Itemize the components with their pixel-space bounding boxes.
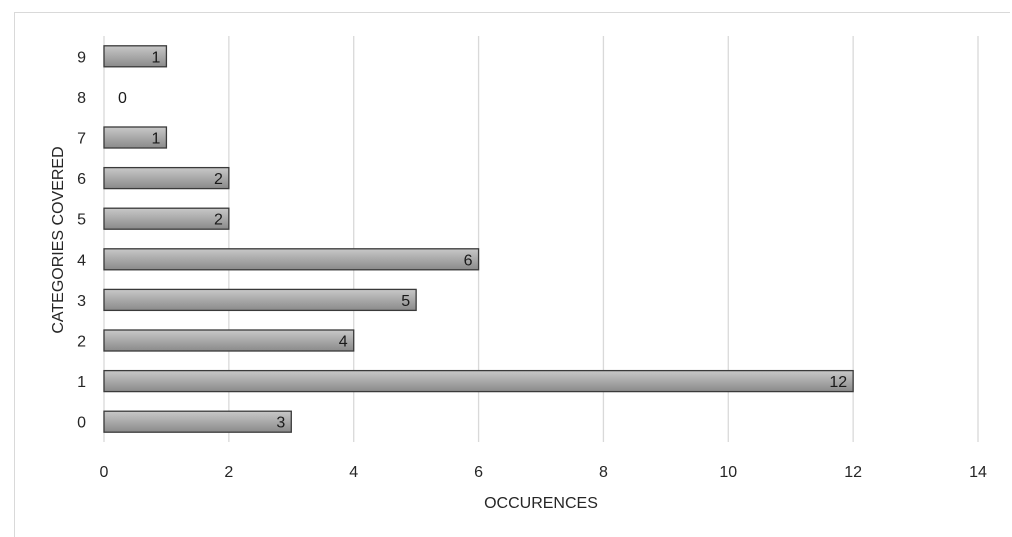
x-tick-label: 6 — [474, 464, 483, 481]
x-tick-label: 12 — [844, 464, 862, 481]
x-tick-label: 2 — [224, 464, 233, 481]
data-label-category-7: 1 — [152, 131, 161, 148]
bar-category-5 — [103, 207, 230, 230]
y-tick-label: 5 — [77, 212, 86, 229]
y-tick-label: 7 — [77, 131, 86, 148]
data-label-category-0: 3 — [276, 415, 285, 432]
x-axis-ticks: 0 2 4 6 8 10 12 14 — [100, 464, 987, 481]
data-label-category-4: 6 — [464, 252, 473, 269]
y-tick-label: 4 — [77, 252, 86, 269]
y-axis-title: CATEGORIES COVERED — [50, 146, 67, 333]
data-label-category-1: 12 — [829, 374, 847, 391]
bar-category-2 — [103, 329, 355, 352]
data-label-category-9: 1 — [152, 49, 161, 66]
data-label-category-8: 0 — [118, 90, 127, 107]
y-tick-label: 9 — [77, 49, 86, 66]
y-tick-label: 6 — [77, 171, 86, 188]
y-tick-label: 3 — [77, 293, 86, 310]
bars — [103, 45, 854, 433]
chart-frame — [14, 12, 1010, 537]
x-tick-label: 4 — [349, 464, 358, 481]
y-tick-label: 2 — [77, 334, 86, 351]
bar-category-4 — [103, 248, 480, 271]
y-tick-label: 1 — [77, 374, 86, 391]
x-tick-label: 0 — [100, 464, 109, 481]
x-tick-label: 14 — [969, 464, 987, 481]
y-axis-ticks: 0 1 2 3 4 5 6 7 8 9 — [77, 49, 86, 431]
y-tick-label: 0 — [77, 415, 86, 432]
bar-category-9 — [103, 45, 168, 68]
bar-category-6 — [103, 166, 230, 190]
data-label-category-5: 2 — [214, 212, 223, 229]
x-tick-label: 8 — [599, 464, 608, 481]
data-label-category-3: 5 — [401, 293, 410, 310]
data-labels: 3 12 4 5 6 2 2 1 0 1 — [118, 49, 847, 431]
bar-category-7 — [103, 126, 168, 149]
bar-category-1 — [103, 369, 854, 393]
data-label-category-2: 4 — [339, 334, 348, 351]
bar-category-3 — [103, 288, 417, 312]
y-tick-label: 8 — [77, 90, 86, 107]
x-tick-label: 10 — [719, 464, 737, 481]
x-axis-title: OCCURENCES — [484, 495, 598, 512]
data-label-category-6: 2 — [214, 171, 223, 188]
bar-category-0 — [103, 410, 292, 433]
